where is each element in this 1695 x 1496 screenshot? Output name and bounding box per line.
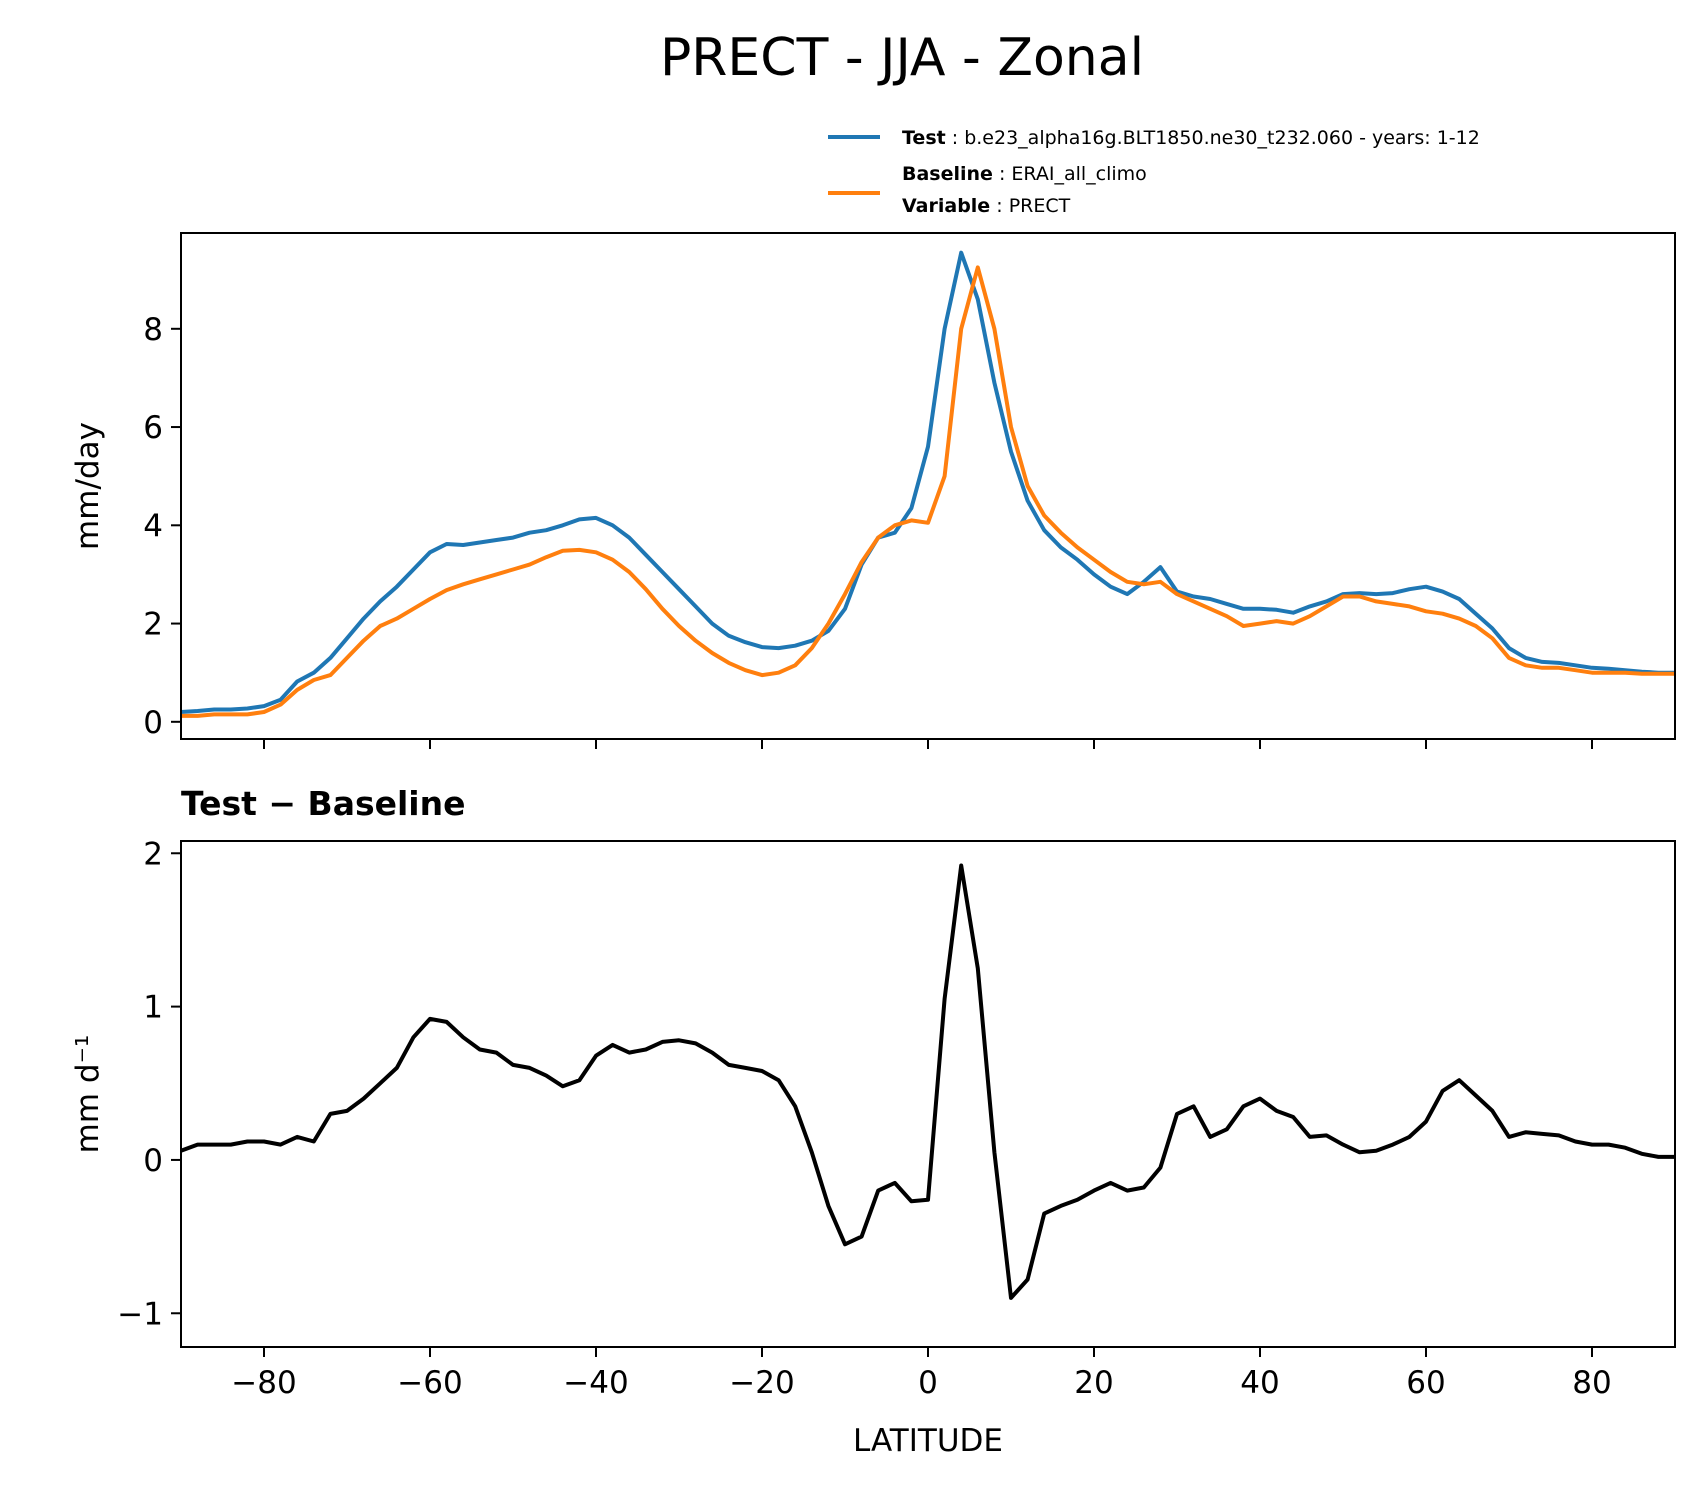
legend-entry-test: Test : b.e23_alpha16g.BLT1850.ne30_t232.…: [902, 127, 1480, 149]
legend-entry-baseline: Baseline : ERAI_all_climo: [902, 163, 1147, 185]
upper-panel: 0 2 4 6 8 mm/day: [70, 232, 1676, 749]
y-axis-label: mm d⁻¹: [70, 1035, 106, 1154]
figure-title: PRECT - JJA - Zonal: [660, 28, 1144, 88]
legend-key: Baseline: [902, 163, 993, 185]
y-tick-label: 2: [143, 836, 163, 872]
series-line-test-baseline: [180, 863, 1675, 1300]
legend-separator: :: [990, 195, 1008, 217]
panel-title: Test − Baseline: [181, 784, 466, 823]
legend: Test : b.e23_alpha16g.BLT1850.ne30_t232.…: [828, 127, 1480, 217]
x-tick-label: 20: [1074, 1365, 1113, 1401]
legend-value: ERAI_all_climo: [1011, 163, 1146, 185]
x-tick-label: 40: [1240, 1365, 1279, 1401]
x-tick-label: 0: [918, 1365, 938, 1401]
legend-value: PRECT: [1009, 195, 1071, 217]
y-tick-label: −1: [117, 1296, 163, 1332]
x-tick-label: 80: [1572, 1365, 1611, 1401]
x-tick-label: 60: [1406, 1365, 1445, 1401]
x-tick-label: −80: [231, 1365, 296, 1401]
x-tick-label: −20: [729, 1365, 794, 1401]
series-line-baseline: [181, 265, 1675, 718]
series-line-test: [180, 250, 1675, 714]
x-tick-label: −40: [563, 1365, 628, 1401]
lower-panel: −80 −60 −40 −20 0 20 40 60 80 −1 0 1 2 mm d⁻¹ Test − B…: [70, 784, 1676, 1459]
legend-key: Test: [902, 127, 946, 149]
legend-entry-variable: Variable : PRECT: [902, 195, 1071, 217]
legend-value: b.e23_alpha16g.BLT1850.ne30_t232.060 - y…: [964, 127, 1480, 149]
y-tick-label: 2: [143, 607, 163, 643]
y-tick-label: 4: [143, 508, 163, 544]
x-tick-label: −60: [397, 1365, 462, 1401]
y-tick-label: 0: [143, 1143, 163, 1179]
legend-key: Variable: [902, 195, 990, 217]
y-axis-label: mm/day: [70, 422, 106, 550]
legend-separator: :: [946, 127, 964, 149]
y-tick-label: 6: [143, 410, 163, 446]
legend-separator: :: [993, 163, 1011, 185]
plot-frame: [180, 840, 1676, 1348]
y-tick-label: 0: [143, 705, 163, 741]
plot-frame: [180, 232, 1676, 740]
x-axis-label: LATITUDE: [853, 1423, 1003, 1459]
y-tick-label: 8: [143, 312, 163, 348]
y-tick-label: 1: [143, 990, 163, 1026]
